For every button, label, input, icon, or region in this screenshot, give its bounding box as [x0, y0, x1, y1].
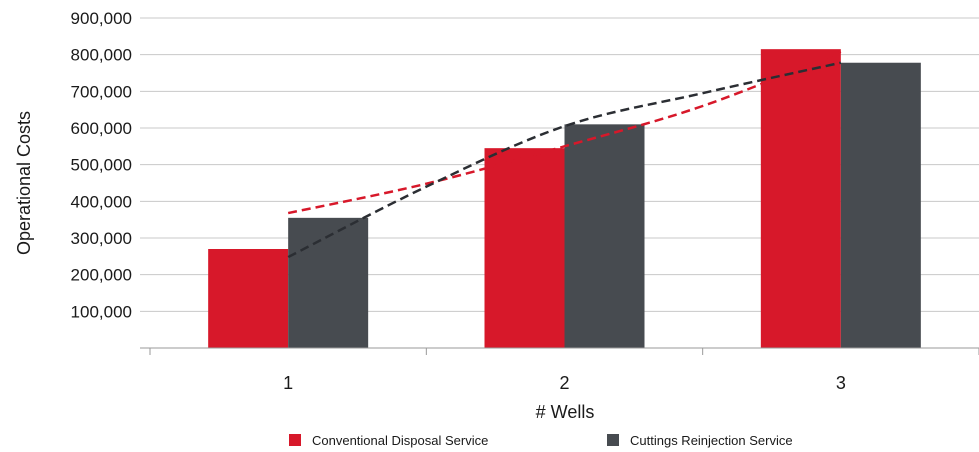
trendline-conventional: [287, 50, 842, 215]
y-tick-label: 500,000: [71, 156, 132, 175]
x-tick-label: 3: [836, 373, 846, 393]
bar-conventional-2: [484, 148, 565, 348]
y-tick-label: 800,000: [71, 46, 132, 65]
y-tick-label: 100,000: [71, 302, 132, 321]
bar-conventional-1: [208, 249, 289, 348]
x-tick-label: 1: [283, 373, 293, 393]
y-tick-label: 400,000: [71, 192, 132, 211]
x-axis: [140, 347, 979, 355]
y-axis-title: Operational Costs: [14, 111, 34, 255]
bar-reinjection-3: [840, 62, 921, 348]
legend: Conventional Disposal Service Cuttings Re…: [289, 433, 793, 448]
bars: [208, 49, 921, 349]
legend-swatch: [607, 434, 619, 446]
legend-label: Conventional Disposal Service: [312, 433, 488, 448]
y-axis-ticks: 100,000 200,000 300,000 400,000 500,000 600,0…: [71, 9, 132, 321]
y-tick-label: 700,000: [71, 82, 132, 101]
bar-reinjection-2: [564, 124, 645, 348]
trendlines: [287, 50, 842, 259]
x-tick-label: 2: [559, 373, 569, 393]
legend-swatch: [289, 434, 301, 446]
bar-conventional-3: [760, 49, 841, 349]
y-tick-label: 900,000: [71, 9, 132, 28]
x-axis-title: # Wells: [536, 402, 595, 422]
x-axis-ticks: 1 2 3: [283, 373, 846, 393]
bar-reinjection-1: [288, 217, 369, 348]
y-tick-label: 300,000: [71, 229, 132, 248]
trendline-reinjection: [287, 61, 842, 259]
y-tick-label: 200,000: [71, 266, 132, 285]
y-tick-label: 600,000: [71, 119, 132, 138]
legend-label: Cuttings Reinjection Service: [630, 433, 793, 448]
